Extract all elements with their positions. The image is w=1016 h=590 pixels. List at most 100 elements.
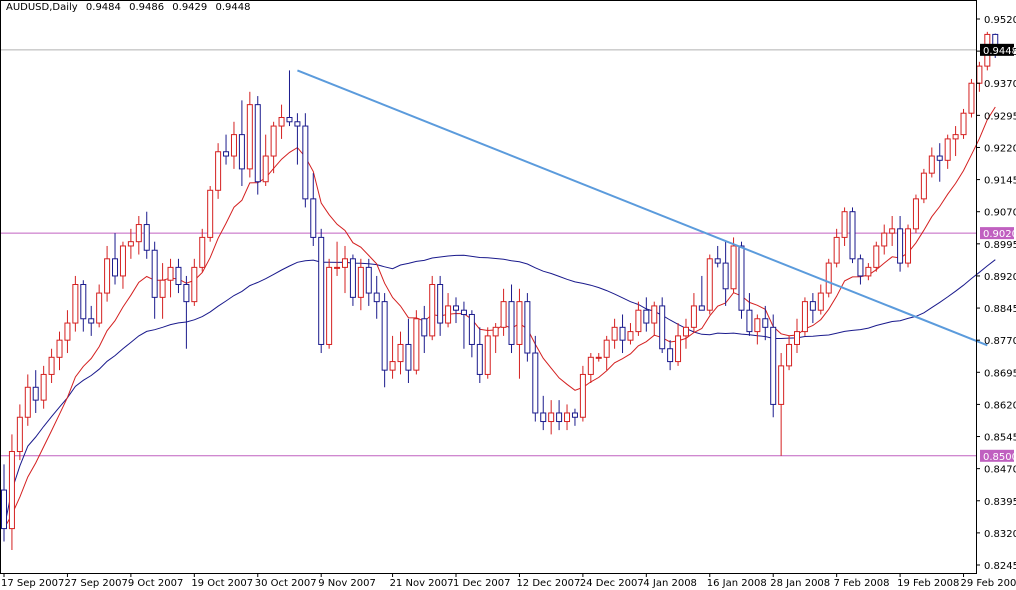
candle [310,173,317,246]
candle-body [936,155,943,161]
candle [944,134,951,169]
candle [571,408,578,426]
candle-body [72,284,79,324]
candle-body [492,326,499,337]
candle-body [468,313,475,345]
candle [413,310,420,375]
time-tick-label: 17 Sep 2007 [1,578,64,589]
current-price-tag [980,43,1014,56]
candle [857,254,864,285]
candle [278,104,285,139]
candle [492,323,499,354]
candle [801,297,808,336]
candle [429,275,436,341]
candle-body [722,262,729,290]
candle [270,121,277,174]
horizontal-levels [1,49,976,457]
candle-body [278,116,285,127]
candle-body [215,151,222,191]
candle-body [421,318,428,337]
candle-body [849,211,856,260]
candle [786,335,793,371]
candle-body [104,258,111,294]
candle-body [564,412,571,423]
candle-body [754,318,761,333]
candle-body [643,309,650,324]
candle-body [159,279,166,298]
candle-body [817,292,824,311]
candle [928,147,935,178]
candle-body [627,331,634,341]
price-tick-label: 0.9220 [984,143,1016,154]
price-tick-label: 0.9370 [984,79,1016,90]
candle [659,297,666,354]
candle-body [460,309,467,315]
candle-body [143,224,150,251]
candle [48,348,55,383]
candle [175,258,182,294]
chart-header: AUDUSD,Daily 0.9484 0.9486 0.9429 0.9448 [6,2,255,13]
candle-body [453,305,460,311]
candle [223,134,230,165]
candles [1,31,999,551]
candle [968,78,975,118]
price-tick-label: 0.8545 [984,433,1016,444]
candle [889,215,896,246]
candle-body [183,284,190,303]
candle [199,228,206,272]
candle-body [40,373,47,401]
candle [484,327,491,379]
candle [365,258,372,306]
price-tick-label: 0.8470 [984,465,1016,476]
candle-body [579,373,586,418]
candle [294,113,301,165]
candle-body [365,266,372,294]
candle-body [548,412,555,423]
price-tick-label: 0.8695 [984,368,1016,379]
candle [849,207,856,264]
candle [587,353,594,383]
candle [381,293,388,388]
candle [421,305,428,354]
candle [524,293,531,362]
candle-body [429,284,436,337]
candle-body [905,228,912,264]
price-tick-label: 0.8770 [984,336,1016,347]
candle [238,100,245,187]
candle [127,228,134,259]
candle-body [770,326,777,405]
plot-frame [0,0,977,574]
candle-body [619,326,626,341]
candle-body [881,232,888,247]
price-tick-label: 0.8395 [984,497,1016,508]
candle [191,258,198,306]
candle-body [405,343,412,371]
candle [230,121,237,169]
candle-body [540,412,547,423]
candle-body [571,412,578,418]
candle [468,310,475,358]
candle-body [912,198,919,230]
candle [286,70,293,127]
candle-body [389,361,396,371]
candle [540,395,547,431]
time-tick-label: 28 Jan 2008 [770,578,830,589]
candle [32,370,39,413]
candle [778,353,785,456]
level-tag-label: 0.9020 [983,229,1016,240]
candle [579,365,586,422]
candle-body [341,258,348,268]
candle-body [310,198,317,238]
time-axis: 17 Sep 2007 27 Sep 2007 9 Oct 2007 19 Oct 2… [1,573,1016,589]
candle [207,186,214,242]
candle [619,314,626,354]
trendline [297,69,988,347]
candle-body [698,305,705,311]
candle [714,245,721,268]
candle-body [223,151,230,157]
candle [167,258,174,298]
candle-body [127,241,134,247]
candle [817,284,824,315]
candle [706,254,713,315]
candle [873,241,880,272]
